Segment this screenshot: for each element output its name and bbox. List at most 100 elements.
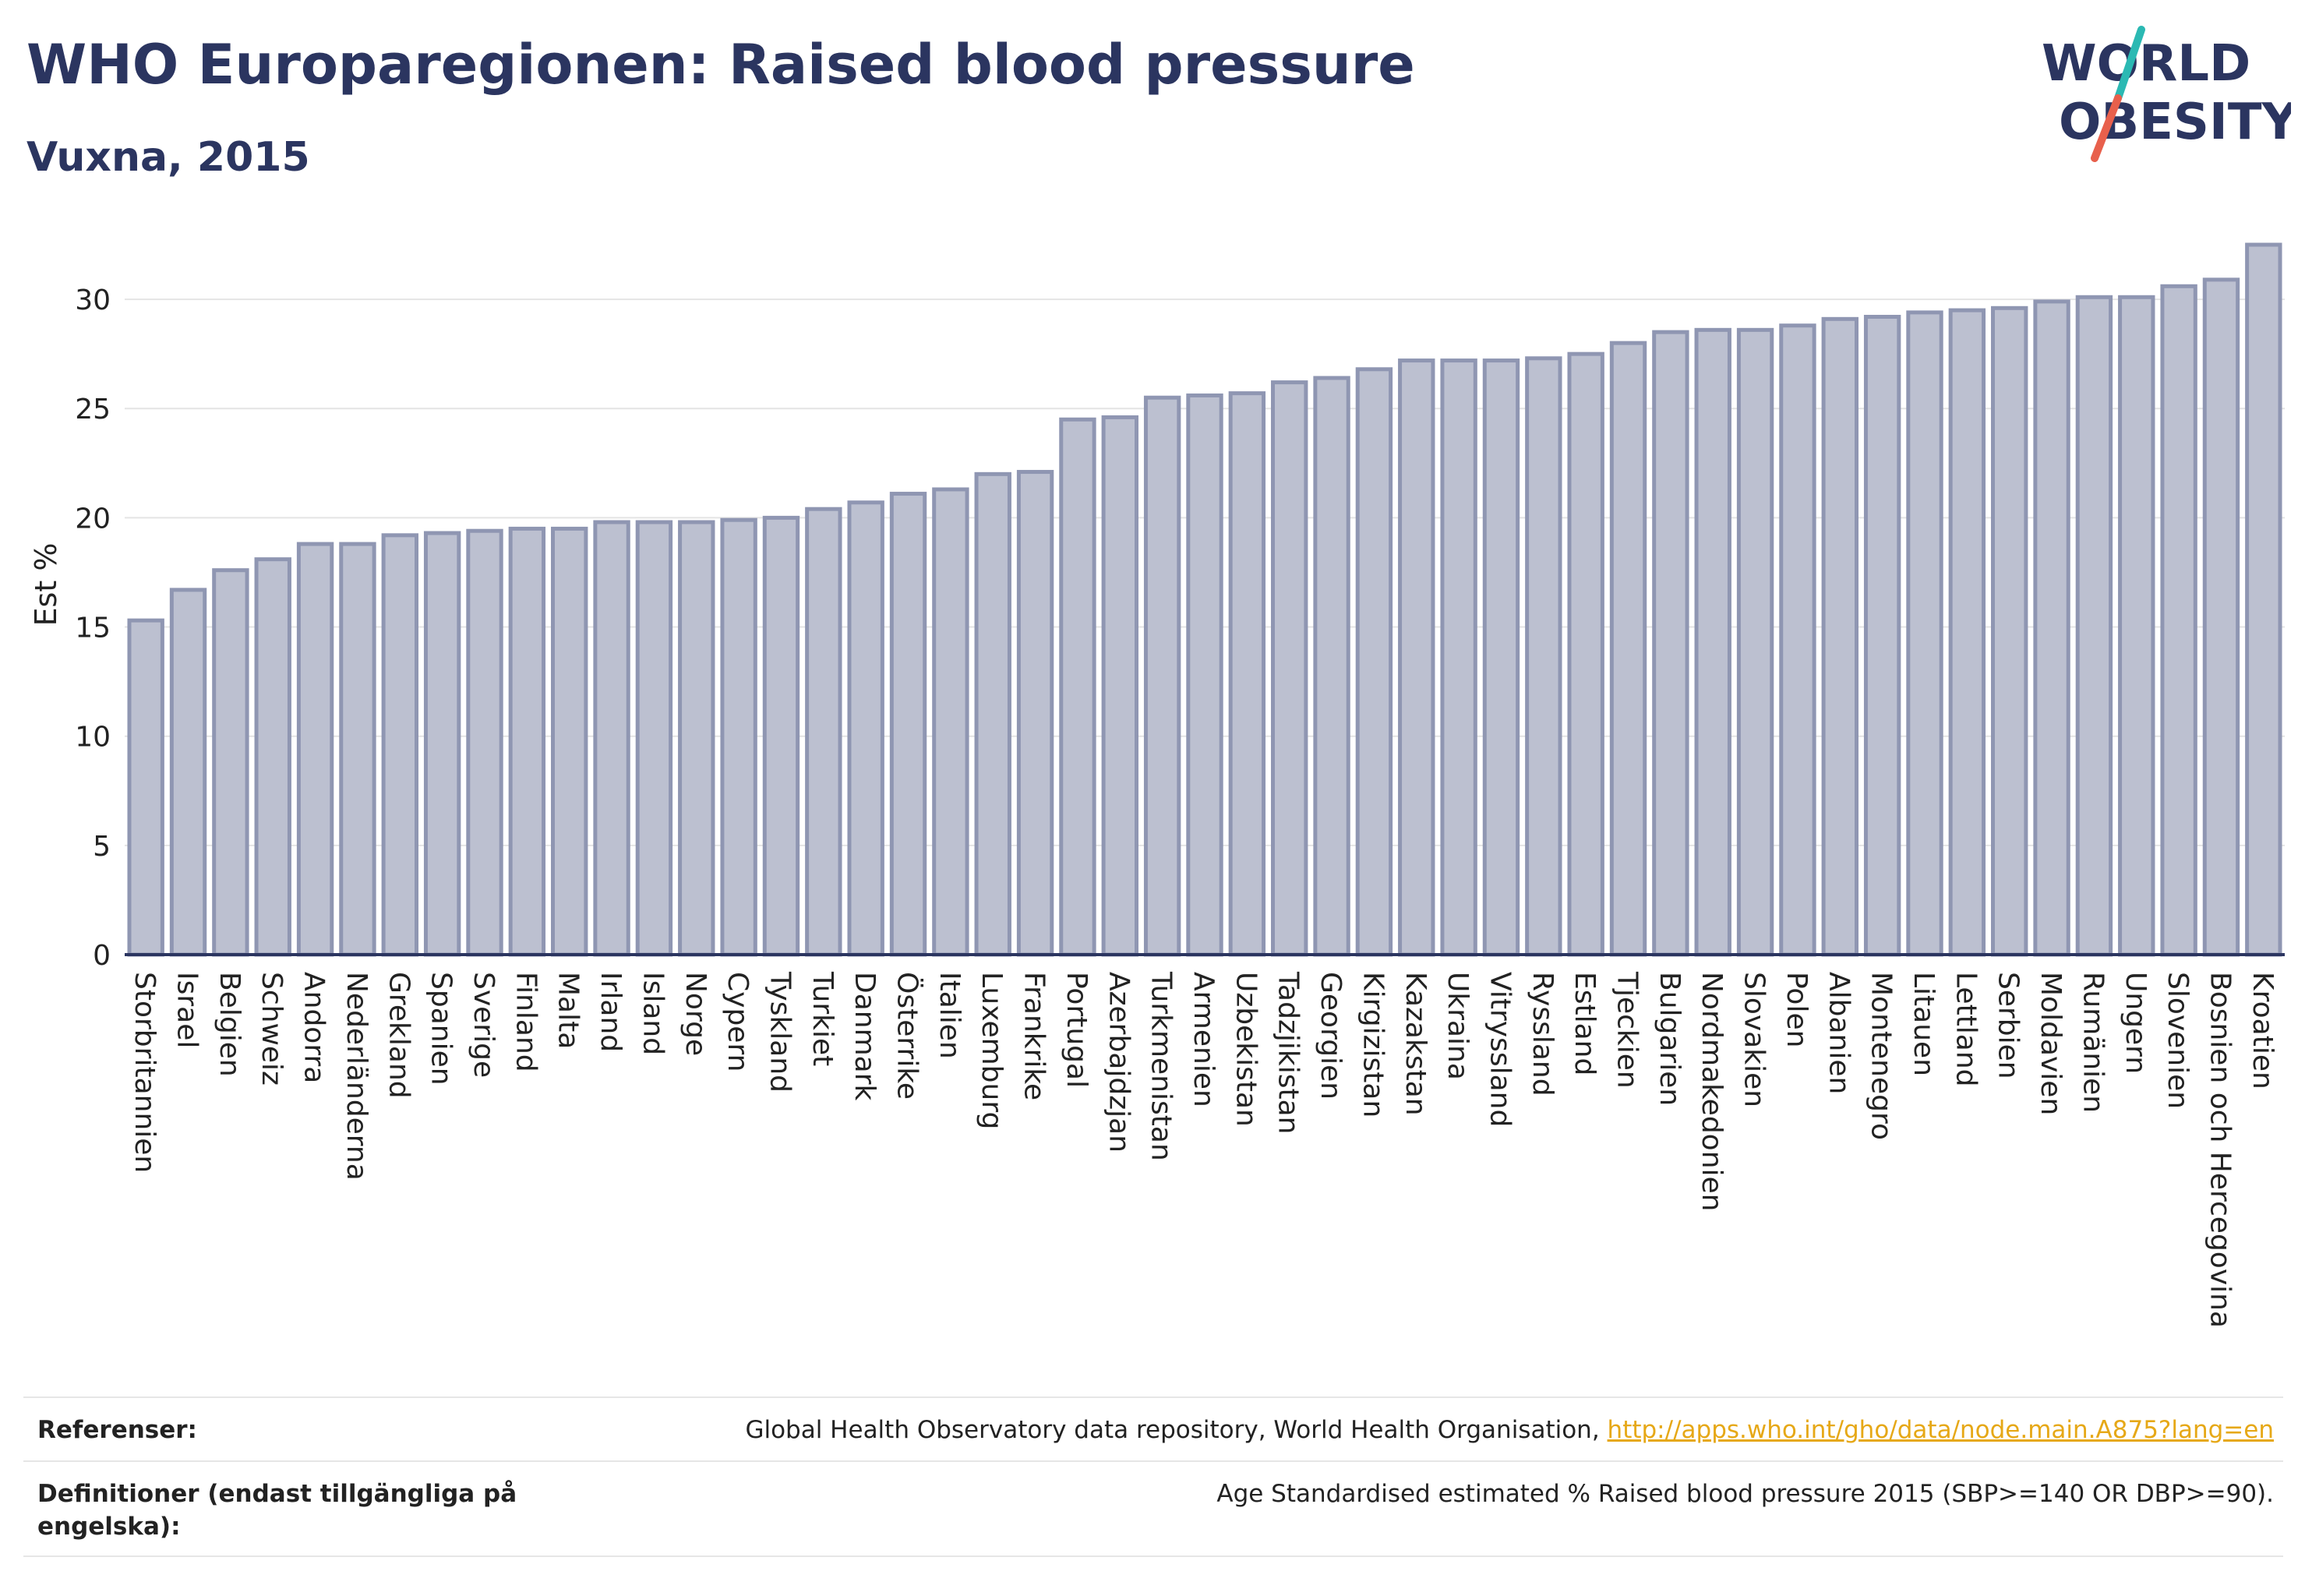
x-tick-label: Ungern [2120, 972, 2151, 1074]
bar [381, 533, 418, 957]
bar [212, 568, 249, 957]
bar [1143, 395, 1181, 957]
x-tick-label: Storbritannien [129, 972, 161, 1173]
x-tick-label: Israel [171, 972, 203, 1048]
x-tick-label: Lettland [1950, 972, 1982, 1087]
x-tick-label: Tadzjikistan [1273, 971, 1304, 1134]
bar [1779, 323, 1816, 957]
x-tick-label: Frankrike [1018, 972, 1050, 1100]
x-tick-label: Malta [552, 972, 584, 1049]
x-tick-label: Schweiz [256, 972, 288, 1086]
x-tick-label: Cypern [722, 972, 754, 1072]
x-tick-label: Bulgarien [1654, 972, 1686, 1106]
references-text: Global Health Observatory data repositor… [745, 1416, 1608, 1444]
x-axis: Storbritannien Israel Belgien Schweiz Andorr… [125, 953, 2285, 1328]
logo-slash-red [2091, 94, 2122, 162]
x-tick-label: Tyskland [764, 971, 796, 1093]
x-tick-label: Ukraina [1442, 972, 1474, 1080]
references-link[interactable]: http://apps.who.int/gho/data/node.main.A… [1607, 1416, 2274, 1444]
logo-line1: WORLD [2042, 35, 2250, 93]
x-tick-label: Irland [595, 972, 627, 1052]
bar [1101, 415, 1138, 957]
y-tick-label: 30 [75, 284, 111, 316]
x-tick-label: Belgien [214, 972, 245, 1077]
chart-title: WHO Europaregionen: Raised blood pressur… [26, 33, 1415, 97]
bar [1694, 327, 1731, 957]
x-tick-label: Litauen [1908, 972, 1940, 1076]
x-tick-label: Finland [510, 972, 542, 1072]
x-tick-label: Turkiet [807, 971, 838, 1066]
bar [805, 507, 842, 957]
bar [296, 542, 334, 957]
x-tick-label: Österrike [891, 972, 924, 1100]
references-row: Referenser: Global Health Observatory da… [23, 1396, 2283, 1462]
bar [1525, 356, 1562, 957]
bar [1736, 327, 1774, 957]
definitions-row: Definitioner (endast tillgängliga på eng… [23, 1460, 2283, 1557]
bar [678, 520, 715, 957]
bar [1313, 376, 1350, 957]
bar [1567, 351, 1604, 957]
bar [720, 517, 757, 957]
bar [1271, 380, 1308, 957]
bar [423, 531, 461, 957]
y-axis: 0 5 10 15 20 25 30 [75, 284, 111, 972]
chart-subtitle: Vuxna, 2015 [26, 134, 310, 181]
bar [2245, 242, 2282, 957]
x-tick-label: Uzbekistan [1230, 972, 1262, 1127]
x-tick-label: Sverige [468, 972, 499, 1078]
x-tick-label: Slovakien [1738, 972, 1770, 1107]
bar [974, 471, 1011, 957]
x-tick-label: Island [637, 972, 669, 1055]
bar [1482, 358, 1520, 957]
x-tick-label: Georgien [1315, 972, 1347, 1100]
x-tick-label: Kirgizistan [1357, 972, 1389, 1118]
x-tick-label: Kazakstan [1400, 972, 1431, 1116]
x-tick-label: Italien [934, 972, 965, 1059]
x-tick-label: Andorra [298, 972, 330, 1083]
bar [1609, 341, 1647, 957]
bar [254, 557, 291, 957]
x-tick-label: Luxemburg [976, 972, 1008, 1129]
x-tick-label: Norge [679, 972, 711, 1056]
x-tick-label: Rumänien [2077, 972, 2109, 1113]
bar [169, 588, 207, 957]
x-tick-label: Estland [1569, 972, 1601, 1075]
bar [762, 515, 800, 957]
references-label: Referenser: [37, 1416, 197, 1444]
x-tick-label: Slovenien [2162, 972, 2194, 1109]
bar [1906, 310, 1943, 957]
definitions-label: Definitioner (endast tillgängliga på eng… [37, 1480, 517, 1541]
bar [1991, 305, 2028, 957]
y-tick-label: 25 [75, 394, 111, 425]
x-tick-label: Turkmenistan [1145, 971, 1177, 1161]
bar-chart: 0 5 10 15 20 25 30 Storbritannien Israel Belgien… [29, 242, 2285, 1328]
y-tick-label: 0 [93, 940, 111, 972]
bar [593, 520, 630, 957]
bar [2202, 277, 2240, 957]
x-tick-label: Azerbajdzjan [1103, 972, 1135, 1153]
x-tick-label: Portugal [1061, 972, 1092, 1088]
x-tick-label: Tjeckien [1611, 971, 1643, 1089]
y-tick-label: 20 [75, 503, 111, 535]
bar [1398, 358, 1435, 957]
bar [1948, 308, 1986, 957]
bar [551, 526, 588, 957]
x-tick-label: Grekland [383, 972, 415, 1099]
x-tick-label: Bosnien och Hercegovina [2204, 972, 2236, 1328]
bar [466, 528, 503, 957]
y-tick-label: 10 [75, 722, 111, 754]
bar [1059, 417, 1096, 957]
bar [2075, 295, 2113, 957]
y-tick-label: 15 [75, 613, 111, 644]
bar [1440, 358, 1477, 957]
x-tick-label: Moldavien [2035, 972, 2067, 1115]
bar [635, 520, 673, 957]
x-tick-label: Montenegro [1866, 972, 1897, 1140]
definitions-value: Age Standardised estimated % Raised bloo… [1216, 1480, 2274, 1508]
bar [932, 487, 969, 957]
bar [1186, 393, 1223, 957]
x-tick-label: Nordmakedonien [1696, 972, 1728, 1211]
bar [1355, 367, 1393, 957]
bar [1016, 470, 1054, 957]
